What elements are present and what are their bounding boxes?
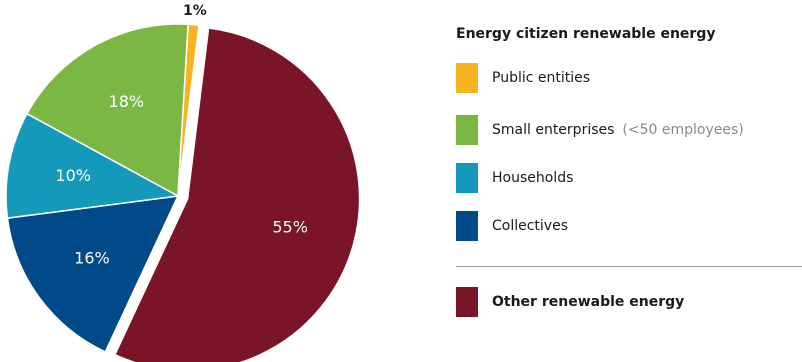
pie-slice-households (5, 112, 181, 219)
legend-swatch-small-enterprises (456, 115, 478, 145)
slice-label: 1% (183, 3, 207, 19)
legend-swatch-public-entities (456, 63, 478, 93)
legend-note: (<50 employees) (622, 122, 744, 138)
legend-label: Households (492, 170, 574, 186)
pie-slice-small-enterprises (25, 23, 189, 198)
slice-label: 18% (109, 92, 145, 111)
legend-title: Energy citizen renewable energy (456, 26, 716, 42)
pie-slice-collectives (6, 195, 180, 353)
slice-label: 55% (272, 218, 308, 237)
legend-item-collectives: Collectives (456, 211, 568, 241)
legend-label: Other renewable energy (492, 294, 685, 310)
legend-divider (456, 266, 802, 267)
legend: Energy citizen renewable energy Public e… (456, 0, 802, 362)
pie-slice-public-entities (177, 23, 200, 197)
legend-item-small-enterprises: Small enterprises (<50 employees) (456, 115, 744, 145)
legend-item-households: Households (456, 163, 573, 193)
slice-label: 16% (74, 248, 110, 267)
legend-swatch-households (456, 163, 478, 193)
legend-swatch-collectives (456, 211, 478, 241)
legend-item-other-renewable-energy: Other renewable energy (456, 287, 684, 317)
legend-item-public-entities: Public entities (456, 63, 590, 93)
legend-swatch-other-renewable-energy (456, 287, 478, 317)
slice-label: 10% (55, 166, 91, 185)
pie-chart: 55% 16% 10% 18% 1% (5, 3, 361, 362)
pie-slice-other-renewable-energy (113, 27, 361, 362)
legend-label: Public entities (492, 70, 591, 86)
legend-label: Small enterprises (492, 122, 615, 138)
legend-label: Collectives (492, 218, 569, 234)
